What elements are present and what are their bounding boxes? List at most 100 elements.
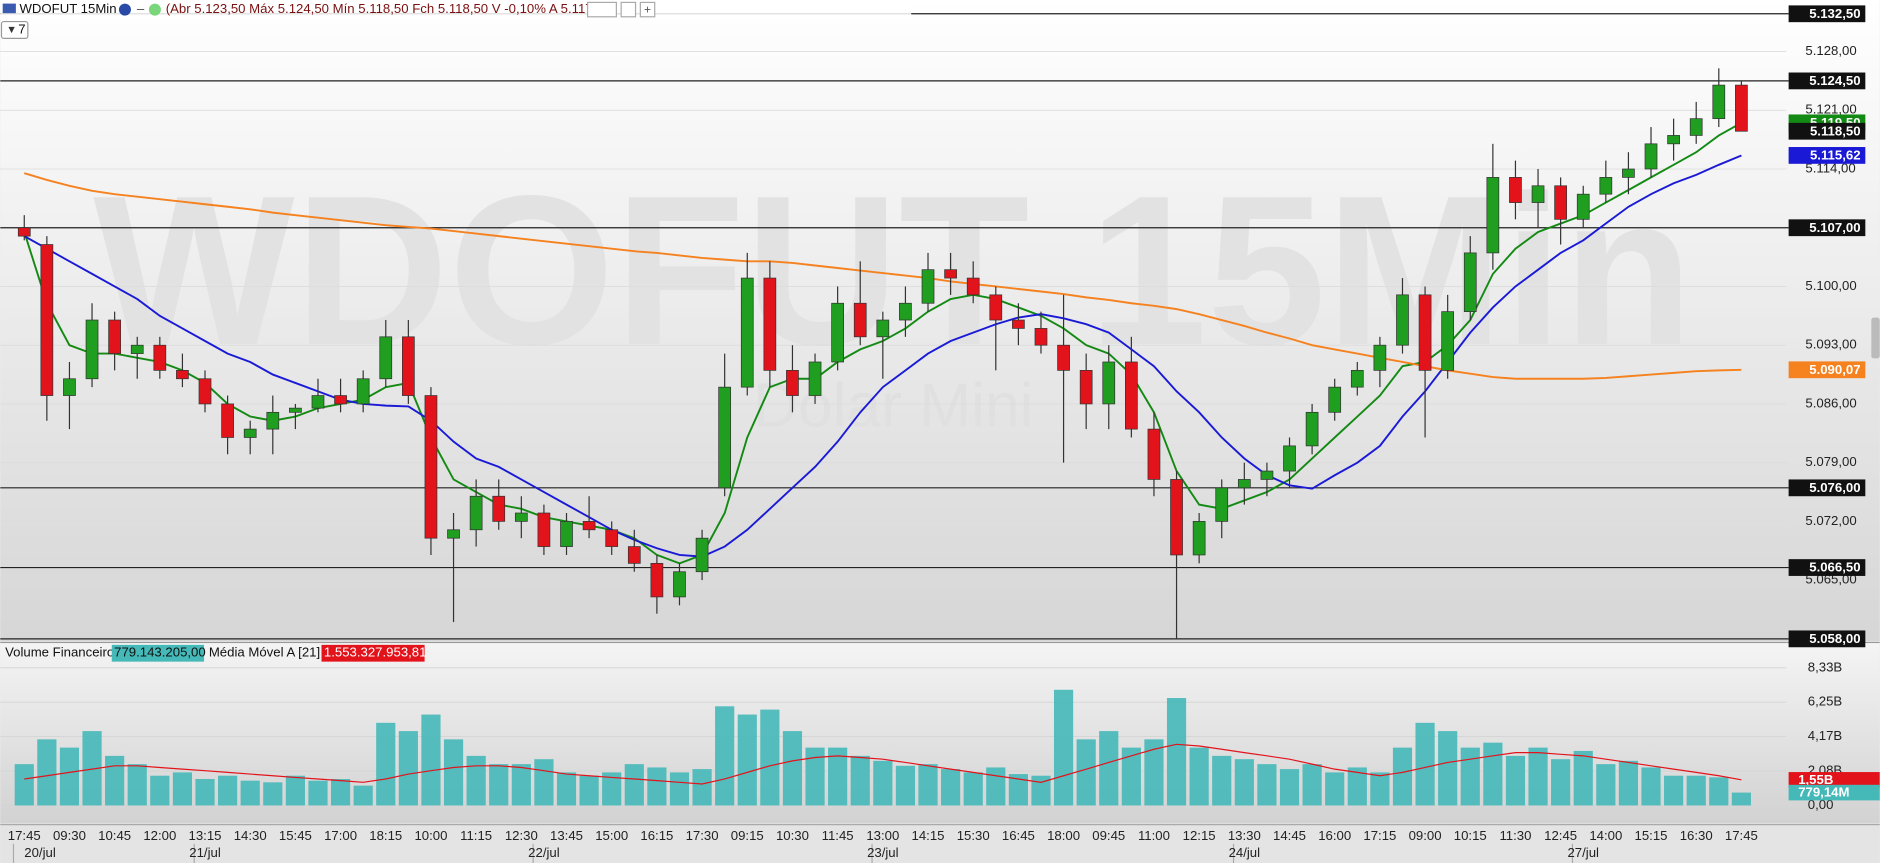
x-tick-label: 13:15 — [189, 828, 222, 843]
volume-marker-label: 1,55B — [1798, 772, 1833, 787]
candle-body — [1147, 428, 1161, 480]
y-tick-label: 5.072,00 — [1805, 513, 1856, 528]
candle-body — [582, 521, 596, 531]
candle-body — [831, 302, 844, 363]
candle-body — [447, 529, 460, 539]
price-marker — [1788, 361, 1866, 379]
x-tick-label: 15:15 — [1635, 828, 1668, 843]
volume-bar — [941, 769, 961, 806]
plot-layer: 5.128,00 5.121,00 5.114,00 5.107,00 5.100,00… — [0, 5, 1880, 863]
volume-bar — [1528, 747, 1548, 806]
separator: – — [137, 1, 145, 16]
y-tick-label: 8,33B — [1808, 659, 1843, 674]
x-tick-label: 14:00 — [1589, 828, 1622, 843]
candle-body — [17, 227, 31, 237]
volume-bar — [1370, 772, 1390, 806]
candle-body — [740, 277, 754, 388]
x-tick-label: 17:45 — [1725, 828, 1758, 843]
volume-bar — [602, 772, 622, 806]
volume-bar — [873, 760, 893, 806]
side-handle[interactable] — [1871, 317, 1880, 359]
candle-body — [1305, 411, 1319, 447]
volume-bar — [1460, 747, 1480, 806]
date-label: 23/jul — [867, 845, 899, 860]
x-tick-label: 12:00 — [143, 828, 176, 843]
volume-bar — [421, 714, 441, 806]
volume-bar — [1664, 775, 1684, 806]
ohlc-summary: (Abr 5.123,50 Máx 5.124,50 Mín 5.118,50 … — [166, 1, 616, 16]
candle-body — [1463, 252, 1477, 312]
price-marker-label: 5.090,07 — [1809, 362, 1860, 377]
volume-bar — [1438, 731, 1458, 806]
settings-button[interactable] — [587, 1, 617, 18]
volume-bar — [895, 765, 916, 806]
volume-bar — [1279, 769, 1300, 806]
volume-bar — [1053, 689, 1074, 806]
volume-bar — [1121, 747, 1141, 806]
x-tick-label: 16:30 — [1680, 828, 1713, 843]
candle-body — [1328, 386, 1342, 413]
candle-body — [695, 537, 709, 573]
volume-bar — [1325, 772, 1345, 806]
x-tick-label: 16:45 — [1002, 828, 1035, 843]
volume-bar — [82, 731, 102, 806]
add-button[interactable] — [639, 1, 656, 18]
candle-body — [130, 344, 144, 354]
volume-bar — [1709, 777, 1729, 806]
x-tick-label: 17:45 — [8, 828, 41, 843]
x-tick-label: 15:00 — [595, 828, 628, 843]
indicator-toggle[interactable] — [0, 20, 29, 39]
date-label: 20/jul — [24, 845, 56, 860]
level-box — [1788, 479, 1866, 497]
candle-body — [424, 395, 438, 539]
candle-body — [921, 269, 935, 304]
candle-body — [1283, 445, 1296, 472]
candle-body — [1599, 177, 1613, 195]
volume-bar — [443, 739, 464, 806]
price-marker — [1788, 122, 1866, 140]
level-box — [1788, 219, 1866, 237]
volume-bar — [669, 772, 690, 806]
candle-body — [1192, 521, 1206, 556]
candle-body — [1373, 344, 1387, 371]
x-tick-label: 10:00 — [414, 828, 447, 843]
candle-body — [1441, 311, 1455, 371]
candle-body — [1667, 135, 1680, 145]
x-tick-label: 17:30 — [686, 828, 719, 843]
volume-bar — [1573, 750, 1593, 806]
x-tick-label: 09:00 — [1409, 828, 1442, 843]
candle-body — [514, 512, 528, 522]
candle-body — [1689, 118, 1703, 136]
x-tick-label: 16:00 — [1318, 828, 1351, 843]
volume-bar — [1166, 698, 1187, 806]
candle-body — [718, 386, 732, 489]
y-tick-label: 4,17B — [1808, 728, 1843, 743]
toggle-arrow: ▼ — [6, 24, 17, 36]
volume-bar — [647, 767, 667, 806]
volume-bar — [1144, 739, 1164, 806]
x-tick-label: 11:45 — [822, 828, 854, 843]
ma-current-bg — [321, 644, 425, 662]
volume-bar — [1618, 760, 1639, 806]
volume-marker — [1788, 784, 1880, 801]
y-tick-label: 5.086,00 — [1805, 395, 1856, 410]
time-axis — [0, 823, 1880, 863]
candle-body — [1644, 143, 1658, 170]
volume-bar — [1392, 747, 1413, 806]
candle-body — [1215, 487, 1229, 522]
candle-body — [537, 512, 551, 547]
level-label: 5.107,00 — [1809, 220, 1860, 235]
candle-body — [153, 344, 167, 371]
volume-bar — [1641, 767, 1661, 806]
close-button[interactable] — [620, 1, 637, 18]
volume-bar — [330, 779, 351, 806]
x-tick-label: 12:15 — [1183, 828, 1216, 843]
candle-body — [673, 571, 686, 598]
moving-average — [23, 154, 1742, 558]
candle-body — [108, 319, 121, 354]
candle-body — [402, 336, 415, 396]
volume-bar — [59, 747, 80, 806]
candle-body — [1531, 185, 1545, 203]
candle-body — [966, 277, 980, 296]
